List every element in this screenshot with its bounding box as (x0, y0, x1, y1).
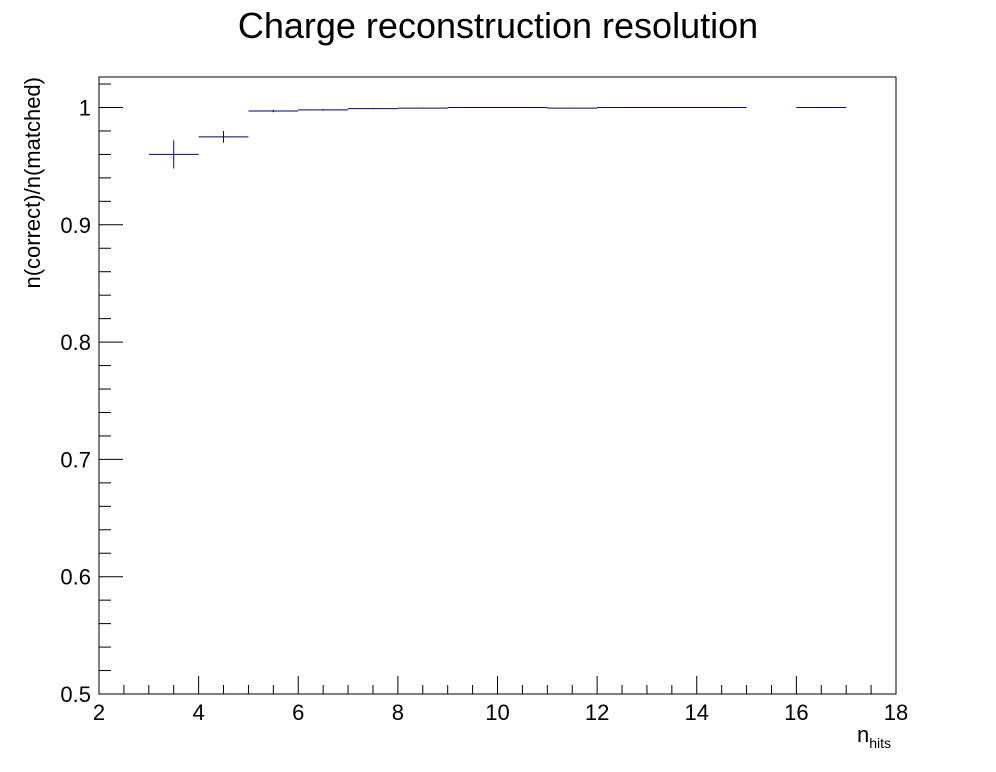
x-tick-label: 18 (884, 700, 908, 725)
y-tick-label: 0.6 (60, 565, 91, 590)
x-tick-label: 4 (193, 700, 205, 725)
data-point (298, 109, 349, 111)
data-points (148, 106, 847, 169)
y-tick-label: 1 (79, 95, 91, 120)
y-tick-label: 0.5 (60, 682, 91, 707)
data-point (148, 140, 199, 169)
y-axis-label: n(correct)/n(matched) (20, 77, 45, 289)
y-tick-label: 0.8 (60, 330, 91, 355)
x-axis-label-subscript: hits (869, 735, 891, 751)
x-tick-label: 14 (685, 700, 709, 725)
x-tick-label: 10 (485, 700, 509, 725)
data-point (547, 107, 598, 109)
data-point (447, 106, 548, 108)
data-point (348, 108, 398, 110)
chart-title: Charge reconstruction resolution (238, 5, 758, 46)
x-axis-label: nhits (857, 722, 891, 751)
y-tick-label: 0.9 (60, 213, 91, 238)
x-tick-label: 16 (784, 700, 808, 725)
y-tick-label: 0.7 (60, 447, 91, 472)
x-tick-label: 8 (392, 700, 404, 725)
x-axis: 2 4 6 8 10 12 14 16 18 (93, 676, 908, 725)
y-axis: 0.5 0.6 0.7 0.8 0.9 1 (60, 83, 123, 707)
x-axis-label-main: n (857, 722, 869, 747)
data-point (248, 109, 299, 113)
x-tick-label: 2 (93, 700, 105, 725)
x-tick-label: 6 (292, 700, 304, 725)
data-point (397, 107, 448, 109)
x-tick-label: 12 (585, 700, 609, 725)
data-point (198, 130, 249, 143)
